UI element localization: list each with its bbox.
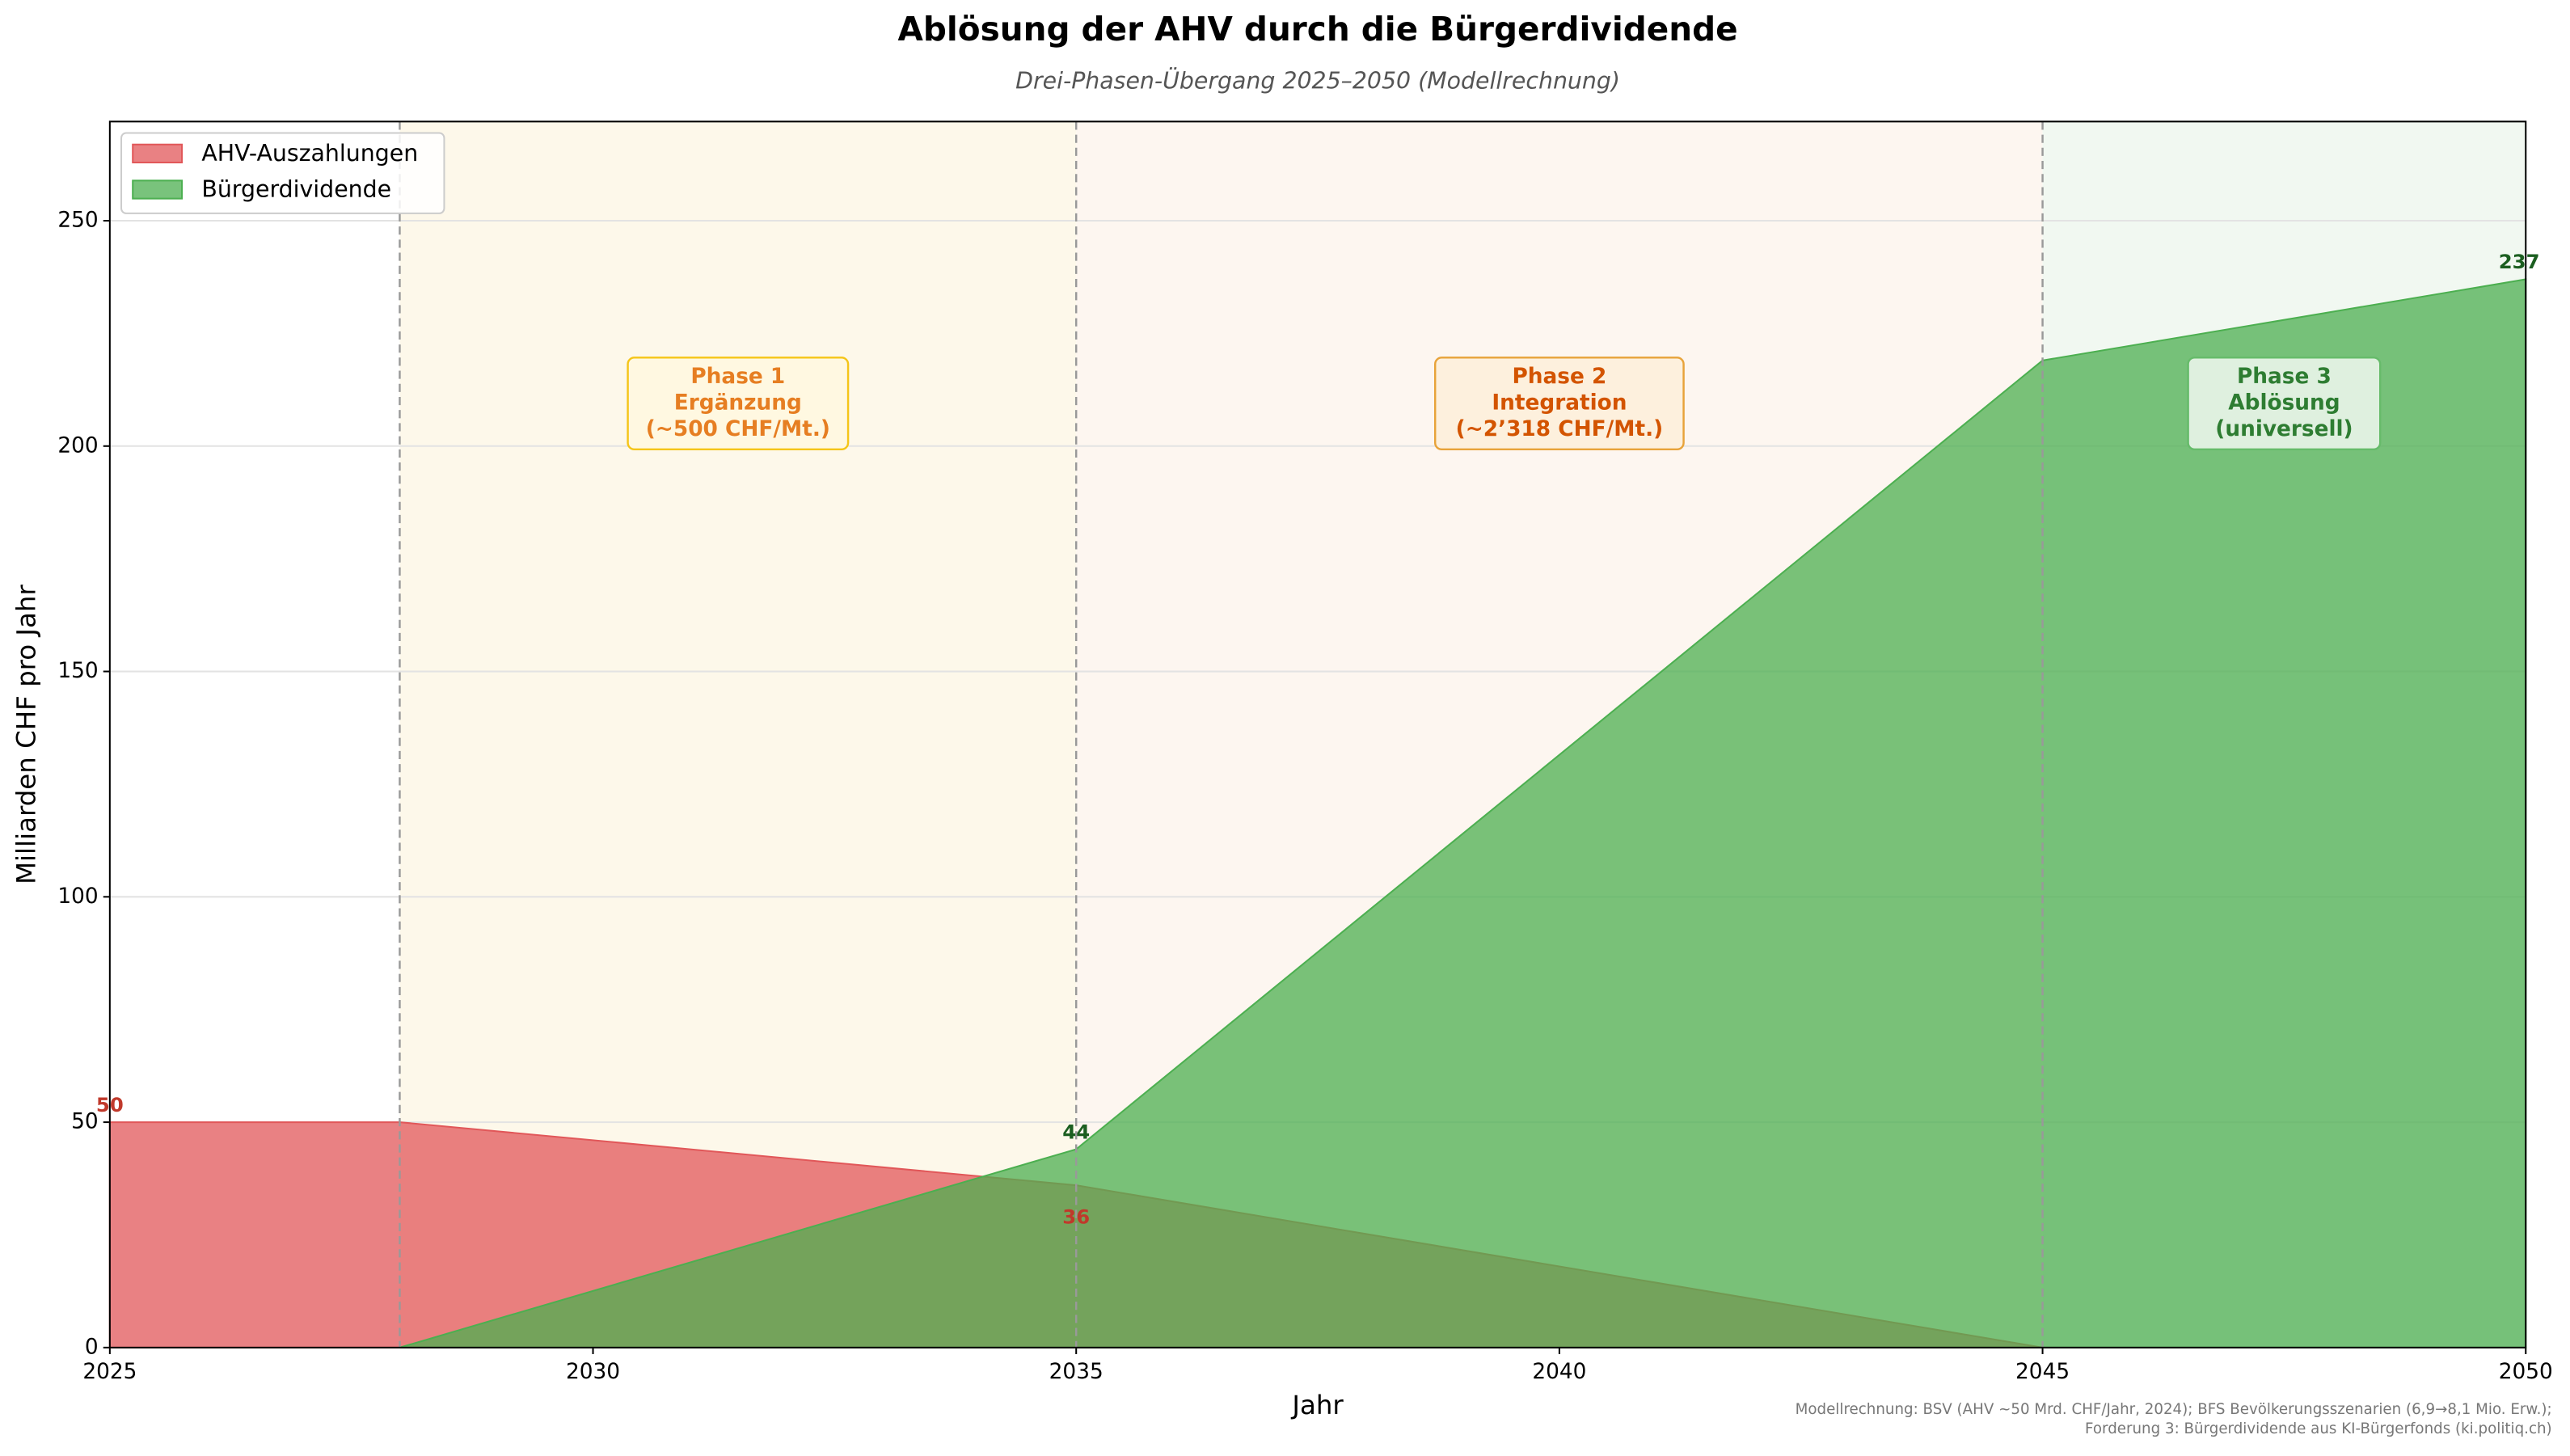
legend-box <box>120 132 445 214</box>
phase-label: (~2’318 CHF/Mt.) <box>1456 417 1663 441</box>
phase-label: Integration <box>1492 391 1627 416</box>
phase-label: Phase 2 <box>1512 365 1606 389</box>
data-label: 237 <box>2499 250 2540 273</box>
x-tick-label: 2050 <box>2499 1360 2553 1384</box>
y-tick-label: 0 <box>85 1335 99 1359</box>
data-label: 36 <box>1062 1205 1090 1229</box>
chart-subtitle: Drei-Phasen-Übergang 2025–2050 (Modellre… <box>1015 67 1620 95</box>
footnote: Modellrechnung: BSV (AHV ~50 Mrd. CHF/Ja… <box>1796 1401 2552 1418</box>
legend-label: Bürgerdividende <box>201 176 391 203</box>
x-tick-label: 2025 <box>82 1360 137 1384</box>
data-label: 44 <box>1062 1120 1090 1143</box>
chart-title: Ablösung der AHV durch die Bürgerdividen… <box>897 10 1737 49</box>
footnote: Forderung 3: Bürgerdividende aus KI-Bürg… <box>2085 1420 2552 1437</box>
legend-swatch <box>132 143 184 164</box>
phase-label: (universell) <box>2215 417 2353 441</box>
y-tick-label: 50 <box>71 1110 99 1134</box>
plot-frame <box>108 120 2527 1348</box>
x-tick-label: 2035 <box>1049 1360 1104 1384</box>
phase-label: Phase 3 <box>2237 365 2332 389</box>
x-tick-label: 2040 <box>1532 1360 1586 1384</box>
phase-label: Phase 1 <box>690 365 785 389</box>
y-axis-label: Milliarden CHF pro Jahr <box>11 585 41 884</box>
y-tick-label: 100 <box>57 884 98 909</box>
phase-box <box>1433 357 1685 451</box>
y-tick-label: 150 <box>57 659 98 683</box>
y-tick-label: 250 <box>57 209 98 233</box>
phase-label: (~500 CHF/Mt.) <box>646 417 830 441</box>
data-label: 50 <box>96 1093 124 1116</box>
x-tick-label: 2030 <box>566 1360 620 1384</box>
y-tick-label: 200 <box>57 433 98 458</box>
x-axis-label: Jahr <box>1290 1390 1344 1420</box>
legend-label: AHV-Auszahlungen <box>201 140 418 167</box>
phase-label: Ergänzung <box>674 391 802 416</box>
phase-label: Ablösung <box>2228 391 2340 416</box>
legend-swatch <box>132 179 184 200</box>
phase-box <box>627 357 850 451</box>
x-tick-label: 2045 <box>2015 1360 2070 1384</box>
phase-box <box>2187 357 2382 451</box>
